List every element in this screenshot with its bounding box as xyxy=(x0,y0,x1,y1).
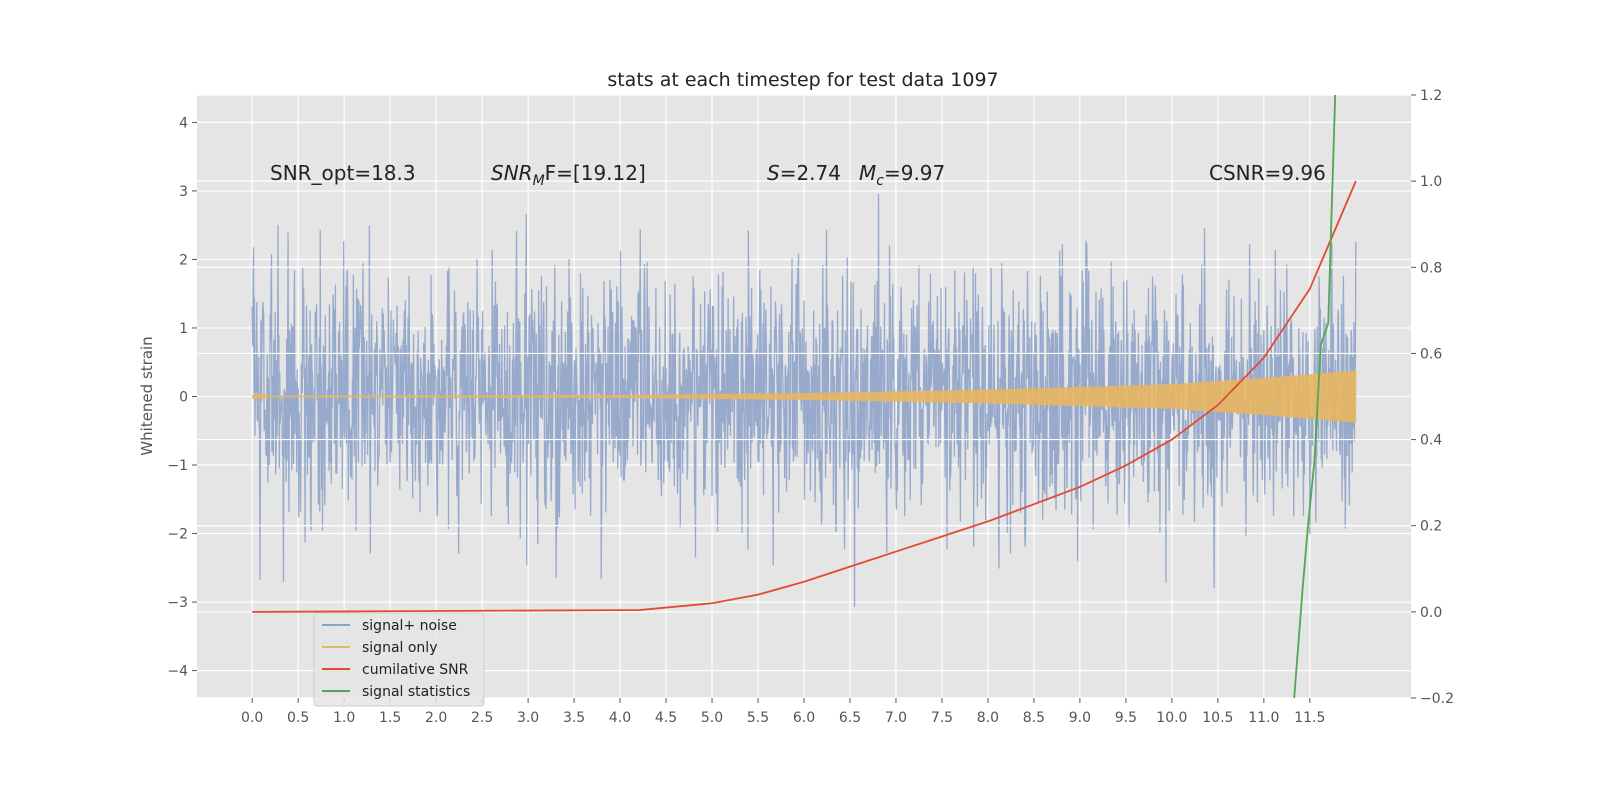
y2-tick-label: 0.0 xyxy=(1420,605,1442,621)
annotation-snr-mf-main: SNR xyxy=(491,161,533,185)
axis-ticks: 0.0 0.5 1.0 1.5 2.0 2.5 3.0 3.5 4.0 4.5 5.0 5.5 6.0 6… xyxy=(167,88,1454,726)
signal-noise-line xyxy=(251,193,1357,608)
y-axis-label: Whitened strain xyxy=(138,336,156,455)
x-tick-label: 3.5 xyxy=(563,710,585,726)
y-tick-label: −3 xyxy=(167,595,188,611)
annotation-snr-opt: SNR_opt=18.3 xyxy=(270,161,416,185)
y2-tick-label: 1.2 xyxy=(1420,88,1442,104)
x-tick-label: 0.0 xyxy=(241,710,263,726)
y-tick-label: −2 xyxy=(167,527,188,543)
x-tick-label: 1.0 xyxy=(333,710,355,726)
annotation-snr-mf: SNRMF=[19.12] xyxy=(491,161,646,189)
x-tick-label: 10.5 xyxy=(1202,710,1233,726)
y2-tick-label: 0.2 xyxy=(1420,519,1442,535)
series-signal-only xyxy=(251,370,1357,423)
annotation-snr-mf-rest: F=[19.12] xyxy=(545,161,646,185)
annotations: SNR_opt=18.3 SNRMF=[19.12] S=2.74 Mc=9.9… xyxy=(270,161,1326,189)
x-tick-label: 8.0 xyxy=(977,710,999,726)
y2-tick-label: 1.0 xyxy=(1420,174,1442,190)
signal-only-line xyxy=(251,370,1357,423)
annotation-s-label: S xyxy=(767,161,780,185)
legend-label: signal only xyxy=(362,640,437,656)
legend: signal+ noise signal only cumilative SNR si… xyxy=(313,612,485,707)
x-tick-label: 2.5 xyxy=(471,710,493,726)
annotation-mc-value: =9.97 xyxy=(884,161,945,185)
annotation-mc: Mc=9.97 xyxy=(859,161,945,189)
annotation-mc-label: M xyxy=(859,161,876,185)
x-tick-label: 4.5 xyxy=(655,710,677,726)
legend-box xyxy=(313,612,485,707)
x-tick-label: 3.0 xyxy=(517,710,539,726)
y2-tick-label: 0.4 xyxy=(1420,433,1442,449)
x-tick-label: 7.0 xyxy=(885,710,907,726)
x-tick-label: 6.5 xyxy=(839,710,861,726)
x-tick-label: 7.5 xyxy=(931,710,953,726)
annotation-s: S=2.74 xyxy=(767,161,841,185)
x-tick-label: 6.0 xyxy=(793,710,815,726)
series-right-axis-lines xyxy=(252,95,1357,698)
annotation-snr-mf-sub: M xyxy=(533,173,545,189)
x-tick-label: 10.0 xyxy=(1156,710,1187,726)
y-tick-label: −4 xyxy=(167,664,188,680)
y-tick-label: 1 xyxy=(179,321,188,337)
legend-label: cumilative SNR xyxy=(362,662,469,678)
y-tick-label: 4 xyxy=(179,115,188,131)
y2-tick-label: 0.6 xyxy=(1420,346,1442,362)
y-tick-label: 3 xyxy=(179,184,188,200)
x-tick-label: 2.0 xyxy=(425,710,447,726)
annotation-mc-sub: c xyxy=(876,173,884,189)
x-tick-label: 11.5 xyxy=(1294,710,1325,726)
x-tick-label: 0.5 xyxy=(287,710,309,726)
cumulative-snr-line xyxy=(252,180,1357,613)
series-signal-noise xyxy=(251,193,1357,608)
y-tick-label: −1 xyxy=(167,458,188,474)
annotation-csnr: CSNR=9.96 xyxy=(1209,161,1326,185)
legend-label: signal statistics xyxy=(362,684,470,700)
x-tick-label: 1.5 xyxy=(379,710,401,726)
y2-tick-label: 0.8 xyxy=(1420,260,1442,276)
x-tick-label: 11.0 xyxy=(1248,710,1279,726)
chart-title: stats at each timestep for test data 109… xyxy=(607,69,998,91)
x-tick-label: 9.0 xyxy=(1069,710,1091,726)
x-tick-label: 9.5 xyxy=(1115,710,1137,726)
legend-label: signal+ noise xyxy=(362,618,457,634)
y-tick-label: 2 xyxy=(179,252,188,268)
x-tick-label: 8.5 xyxy=(1023,710,1045,726)
annotation-s-value: =2.74 xyxy=(780,161,841,185)
y2-tick-label: −0.2 xyxy=(1420,691,1454,707)
x-tick-label: 5.0 xyxy=(701,710,723,726)
y-tick-label: 0 xyxy=(179,390,188,406)
x-tick-label: 5.5 xyxy=(747,710,769,726)
x-tick-label: 4.0 xyxy=(609,710,631,726)
signal-statistics-line xyxy=(1293,95,1337,698)
